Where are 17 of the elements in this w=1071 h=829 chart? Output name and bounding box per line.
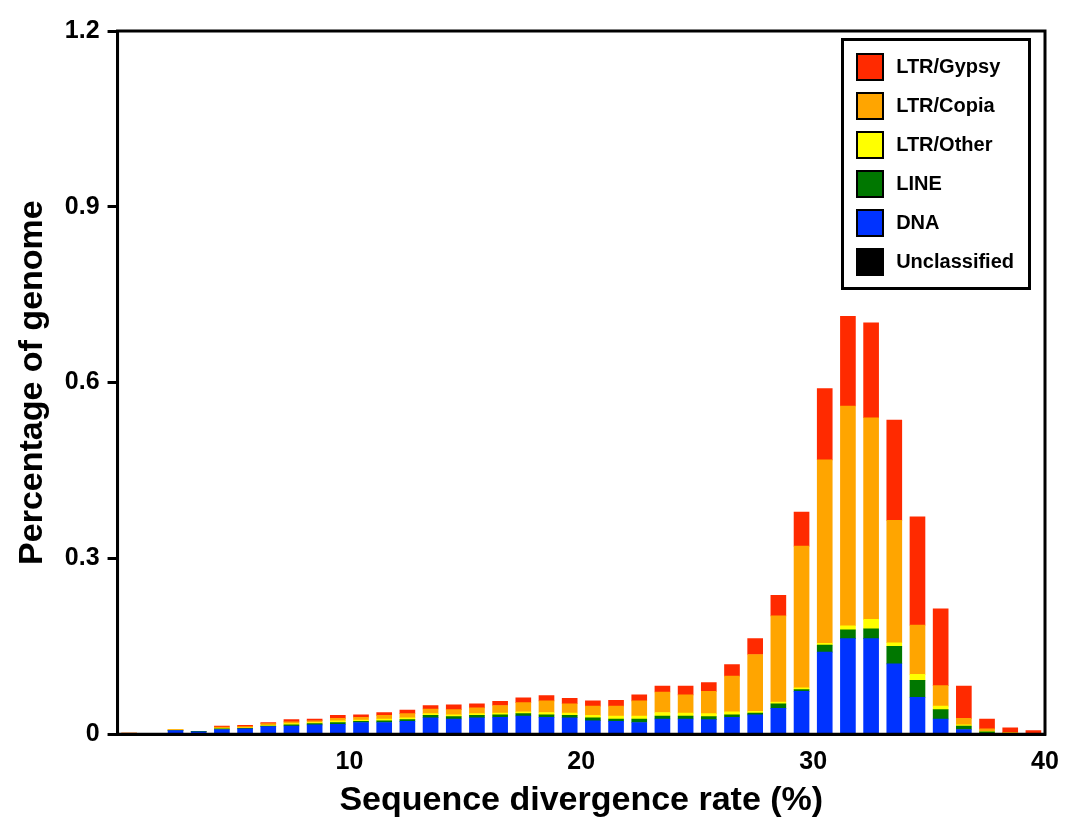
legend-label: LTR/Copia (896, 94, 995, 117)
legend-label: LTR/Other (896, 133, 993, 156)
x-axis-title: Sequence divergence rate (%) (339, 778, 824, 817)
y-tick-label: 0 (85, 718, 100, 747)
y-tick-label: 1.2 (64, 14, 100, 43)
y-axis-title: Percentage of genome (10, 200, 49, 565)
legend-label: LTR/Gypsy (896, 55, 1001, 78)
legend-label: LINE (896, 172, 942, 195)
y-tick-label: 0.9 (64, 190, 100, 219)
x-tick-label: 10 (335, 746, 364, 775)
y-tick-label: 0.6 (64, 366, 100, 395)
y-tick-label: 0.3 (64, 542, 100, 571)
x-tick-label: 40 (1031, 746, 1059, 775)
x-tick-label: 20 (567, 746, 596, 775)
x-tick-label: 30 (799, 746, 828, 775)
legend-label: DNA (896, 211, 940, 234)
legend-label: Unclassified (896, 250, 1014, 273)
